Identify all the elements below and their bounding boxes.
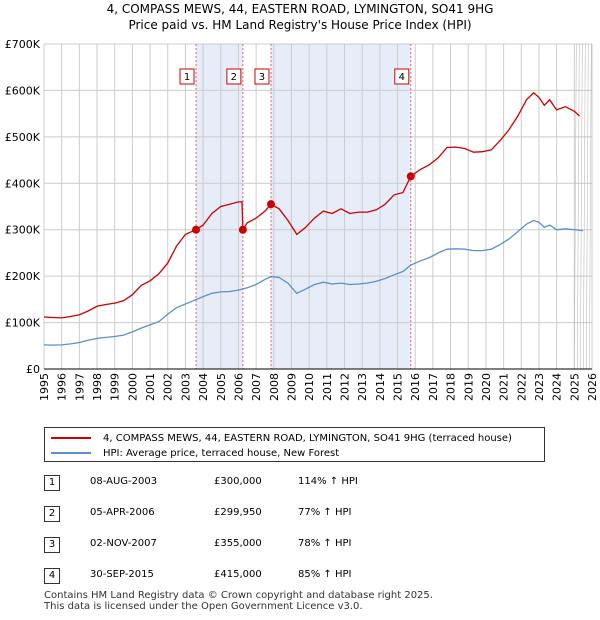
x-tick-label: 2021 bbox=[498, 373, 511, 401]
sale-price: £299,950 bbox=[214, 507, 262, 518]
x-tick-label: 2025 bbox=[568, 373, 581, 401]
legend-swatch-property bbox=[51, 437, 91, 439]
sale-date: 05-APR-2006 bbox=[90, 507, 155, 518]
shaded-span bbox=[270, 44, 411, 369]
forecast-hatch bbox=[583, 43, 586, 370]
price-chart: 1 2 3 4 £0 £100K £200K £300K £400K £500K £600K £700… bbox=[5, 38, 599, 401]
sale-hpi-change: 85% ↑ HPI bbox=[298, 569, 352, 580]
x-tick-label: 2017 bbox=[427, 373, 440, 401]
x-tick-label: 2011 bbox=[321, 373, 334, 401]
sale-row: 1 08-AUG-2003 £300,000 114% ↑ HPI bbox=[44, 471, 544, 502]
sales-table: 1 08-AUG-2003 £300,000 114% ↑ HPI 2 05-A… bbox=[44, 471, 544, 595]
forecast-hatch bbox=[574, 43, 577, 370]
x-tick-label: 1997 bbox=[73, 373, 86, 401]
y-tick-label: £600K bbox=[5, 84, 41, 97]
y-tick-label: £200K bbox=[5, 270, 41, 283]
sale-row: 4 30-SEP-2015 £415,000 85% ↑ HPI bbox=[44, 564, 544, 595]
x-tick-label: 2024 bbox=[551, 373, 564, 401]
legend-label-property: 4, COMPASS MEWS, 44, EASTERN ROAD, LYMIN… bbox=[103, 432, 512, 444]
property-series-line bbox=[43, 91, 581, 319]
x-tick-label: 2001 bbox=[144, 373, 157, 401]
x-tick-label: 2018 bbox=[445, 373, 458, 401]
sale-point bbox=[406, 172, 415, 181]
forecast-hatch bbox=[589, 43, 592, 370]
x-tick-label: 2013 bbox=[356, 373, 369, 401]
forecast-hatch bbox=[586, 43, 589, 370]
shaded-span bbox=[196, 44, 243, 369]
footer: Contains HM Land Registry data © Crown c… bbox=[44, 590, 433, 612]
sale-hpi-change: 114% ↑ HPI bbox=[298, 476, 358, 487]
y-tick-label: £0 bbox=[26, 363, 40, 376]
sale-point bbox=[238, 225, 247, 234]
legend-item-property: 4, COMPASS MEWS, 44, EASTERN ROAD, LYMIN… bbox=[51, 431, 512, 445]
sale-price: £300,000 bbox=[214, 476, 262, 487]
x-tick-label: 1998 bbox=[91, 373, 104, 401]
sale-number-badge: 3 bbox=[44, 537, 60, 553]
sale-price: £415,000 bbox=[214, 569, 262, 580]
x-tick-label: 2012 bbox=[339, 373, 352, 401]
x-tick-label: 2004 bbox=[197, 373, 210, 401]
forecast-hatch bbox=[577, 43, 580, 370]
x-tick-label: 2002 bbox=[162, 373, 175, 401]
sale-row: 2 05-APR-2006 £299,950 77% ↑ HPI bbox=[44, 502, 544, 533]
forecast-hatch bbox=[580, 43, 583, 370]
x-tick-label: 1995 bbox=[38, 373, 51, 401]
x-tick-label: 2006 bbox=[232, 373, 245, 401]
y-tick-label: £400K bbox=[5, 177, 41, 190]
y-tick-label: £500K bbox=[5, 131, 41, 144]
legend-swatch-hpi bbox=[51, 452, 91, 454]
sale-point bbox=[266, 200, 275, 209]
x-tick-label: 2015 bbox=[392, 373, 405, 401]
sale-hpi-change: 78% ↑ HPI bbox=[298, 538, 352, 549]
sale-marker-label: 3 bbox=[259, 72, 265, 83]
legend: 4, COMPASS MEWS, 44, EASTERN ROAD, LYMIN… bbox=[44, 427, 545, 462]
sale-marker-label: 2 bbox=[231, 72, 237, 83]
x-tick-label: 1999 bbox=[109, 373, 122, 401]
footer-copyright: Contains HM Land Registry data © Crown c… bbox=[44, 590, 433, 601]
y-tick-label: £300K bbox=[5, 224, 41, 237]
legend-label-hpi: HPI: Average price, terraced house, New … bbox=[103, 447, 340, 459]
x-tick-label: 2010 bbox=[303, 373, 316, 401]
x-tick-label: 2020 bbox=[480, 373, 493, 401]
x-tick-label: 2000 bbox=[126, 373, 139, 401]
sale-marker-label: 4 bbox=[399, 72, 405, 83]
sale-date: 30-SEP-2015 bbox=[90, 569, 154, 580]
sale-point bbox=[192, 225, 201, 234]
x-tick-label: 2005 bbox=[215, 373, 228, 401]
sale-date: 02-NOV-2007 bbox=[90, 538, 157, 549]
y-tick-label: £100K bbox=[5, 317, 41, 330]
x-tick-label: 2014 bbox=[374, 373, 387, 401]
y-tick-label: £700K bbox=[5, 38, 41, 51]
legend-item-hpi: HPI: Average price, terraced house, New … bbox=[51, 446, 339, 460]
x-tick-label: 2008 bbox=[268, 373, 281, 401]
sale-number-badge: 4 bbox=[44, 568, 60, 584]
sale-marker-box bbox=[254, 68, 270, 85]
sale-row: 3 02-NOV-2007 £355,000 78% ↑ HPI bbox=[44, 533, 544, 564]
chart-title: 4, COMPASS MEWS, 44, EASTERN ROAD, LYMIN… bbox=[106, 2, 494, 16]
chart-subtitle: Price paid vs. HM Land Registry's House … bbox=[128, 18, 472, 32]
x-tick-label: 2007 bbox=[250, 373, 263, 401]
x-tick-label: 2022 bbox=[515, 373, 528, 401]
sale-hpi-change: 77% ↑ HPI bbox=[298, 507, 352, 518]
sale-date: 08-AUG-2003 bbox=[90, 476, 158, 487]
sale-marker-box bbox=[394, 68, 410, 85]
sale-marker-box bbox=[179, 68, 195, 85]
x-tick-label: 2019 bbox=[462, 373, 475, 401]
sale-marker-box bbox=[226, 68, 242, 85]
sale-number-badge: 2 bbox=[44, 506, 60, 522]
x-tick-label: 2023 bbox=[533, 373, 546, 401]
x-tick-label: 2016 bbox=[409, 373, 422, 401]
sale-price: £355,000 bbox=[214, 538, 262, 549]
sale-number-badge: 1 bbox=[44, 475, 60, 491]
x-tick-label: 2009 bbox=[285, 373, 298, 401]
hpi-series-line bbox=[43, 219, 584, 346]
x-tick-label: 2003 bbox=[179, 373, 192, 401]
x-tick-label: 2026 bbox=[586, 373, 599, 401]
sale-marker-label: 1 bbox=[184, 72, 190, 83]
footer-licence: This data is licensed under the Open Gov… bbox=[44, 601, 363, 612]
x-tick-label: 1996 bbox=[56, 373, 69, 401]
